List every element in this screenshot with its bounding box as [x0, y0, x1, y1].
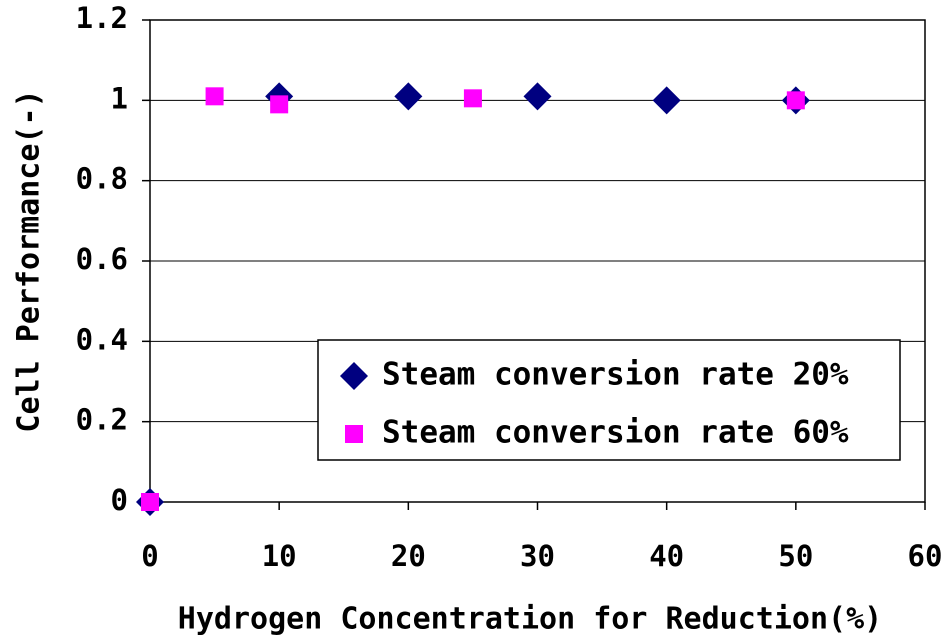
- diamond-marker: [394, 82, 423, 111]
- square-marker: [205, 87, 224, 106]
- legend-box: [317, 339, 901, 461]
- x-tick-label: 30: [520, 539, 555, 573]
- legend-label: Steam conversion rate 60%: [382, 415, 849, 451]
- y-tick-label: 0.8: [76, 162, 128, 196]
- square-marker: [463, 89, 482, 108]
- x-tick-label: 10: [262, 539, 297, 573]
- x-tick-label: 0: [141, 539, 158, 573]
- y-tick-label: 0.4: [76, 322, 128, 356]
- square-marker: [786, 91, 805, 110]
- y-axis-label: Cell Performance(-): [12, 89, 47, 432]
- y-tick-label: 0.6: [76, 242, 128, 276]
- diamond-marker: [652, 86, 681, 115]
- x-axis-label: Hydrogen Concentration for Reduction(%): [178, 602, 882, 637]
- plot-border: [149, 19, 926, 503]
- y-tick-label: 0: [111, 483, 128, 517]
- x-tick-label: 50: [778, 539, 813, 573]
- y-tick-label: 1.2: [76, 1, 128, 35]
- legend: Steam conversion rate 20% Steam conversio…: [317, 339, 901, 461]
- x-tick-label: 20: [391, 539, 426, 573]
- diamond-marker: [523, 82, 552, 111]
- square-marker: [270, 95, 289, 114]
- y-tick-label: 1: [111, 81, 128, 115]
- diamond-marker: [340, 362, 368, 390]
- square-marker: [141, 493, 159, 511]
- x-tick-label: 60: [908, 539, 943, 573]
- y-tick-label: 0.2: [76, 403, 128, 437]
- square-marker: [345, 425, 363, 443]
- legend-label: Steam conversion rate 20%: [382, 357, 849, 393]
- x-tick-label: 40: [649, 539, 684, 573]
